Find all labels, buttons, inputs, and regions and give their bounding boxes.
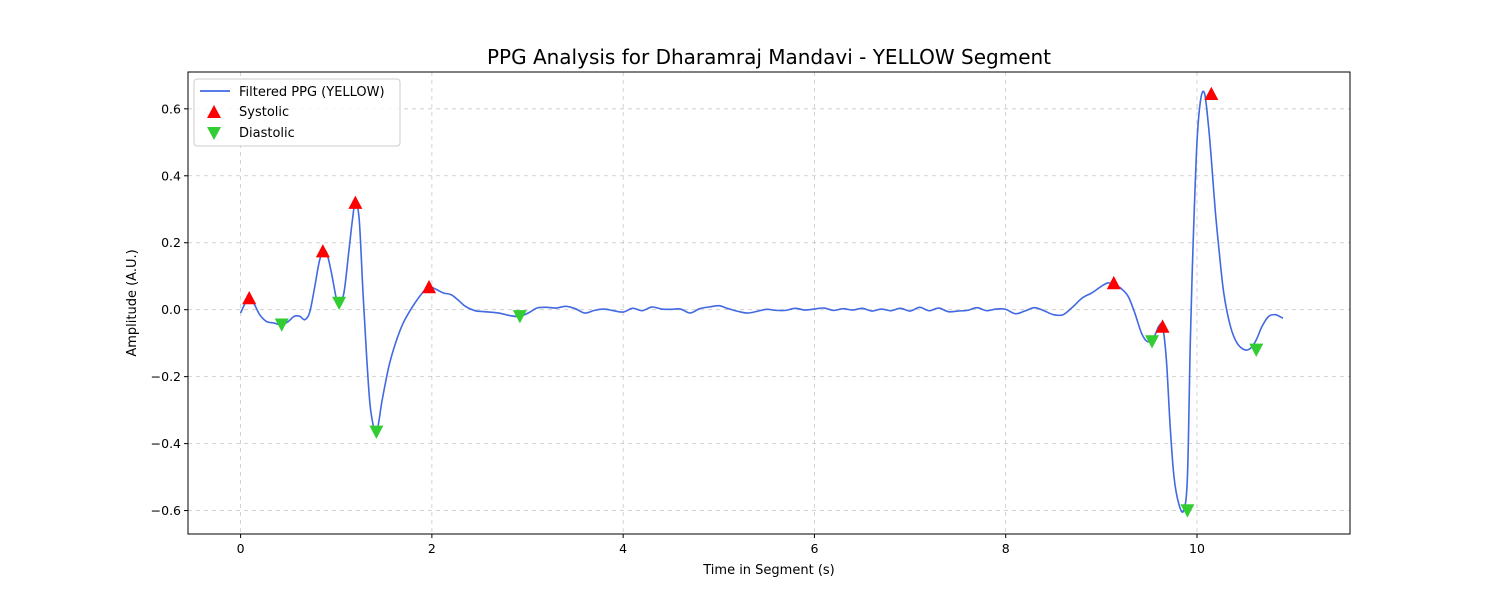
filtered-ppg-line bbox=[239, 90, 1284, 513]
diastolic-marker bbox=[1180, 504, 1195, 518]
legend-label-systolic: Systolic bbox=[239, 105, 289, 120]
x-tick-label: 2 bbox=[428, 541, 436, 556]
systolic-marker bbox=[242, 290, 257, 305]
systolic-marker bbox=[1106, 275, 1121, 290]
diastolic-marker bbox=[274, 318, 289, 332]
systolic-marker bbox=[315, 244, 330, 258]
legend-label-diastolic: Diastolic bbox=[239, 126, 295, 141]
systolic-marker bbox=[348, 195, 363, 209]
y-tick-label: 0.6 bbox=[161, 101, 181, 116]
plot-series bbox=[239, 90, 1284, 513]
diastolic-marker bbox=[1145, 335, 1160, 349]
diastolic-marker bbox=[512, 310, 527, 324]
x-tick-label: 8 bbox=[1002, 541, 1010, 556]
y-tick-label: −0.2 bbox=[151, 369, 181, 384]
plot-frame bbox=[187, 71, 1351, 535]
x-tick-label: 6 bbox=[810, 541, 818, 556]
diastolic-marker bbox=[1249, 343, 1264, 357]
axis-ticks: 0 2 4 6 8 10 −0.6 −0.4 −0.2 0.0 0.2 0.4 0.6 bbox=[151, 101, 1205, 556]
systolic-marker bbox=[1155, 319, 1170, 333]
y-tick-label: −0.4 bbox=[151, 436, 181, 451]
x-tick-label: 10 bbox=[1189, 541, 1205, 556]
legend-label-filtered: Filtered PPG (YELLOW) bbox=[239, 85, 385, 100]
systolic-marker bbox=[422, 279, 437, 294]
x-tick-label: 4 bbox=[619, 541, 627, 556]
legend-systolic-marker-icon bbox=[207, 105, 221, 118]
systolic-marker bbox=[1204, 86, 1219, 101]
y-tick-label: −0.6 bbox=[151, 503, 181, 518]
legend: Filtered PPG (YELLOW) Systolic Diastolic bbox=[193, 78, 401, 147]
legend-diastolic-marker-icon bbox=[207, 127, 221, 140]
diastolic-marker bbox=[369, 425, 384, 439]
diastolic-marker bbox=[332, 296, 347, 310]
y-axis-label: Amplitude (A.U.) bbox=[125, 249, 140, 356]
x-tick-label: 0 bbox=[237, 541, 245, 556]
chart-title: PPG Analysis for Dharamraj Mandavi - YEL… bbox=[487, 45, 1051, 69]
x-axis-label: Time in Segment (s) bbox=[702, 563, 834, 578]
peak-markers bbox=[242, 86, 1264, 518]
y-tick-label: 0.4 bbox=[161, 168, 181, 183]
y-tick-label: 0.2 bbox=[161, 235, 181, 250]
legend-box bbox=[193, 78, 401, 147]
y-tick-label: 0.0 bbox=[161, 302, 181, 317]
